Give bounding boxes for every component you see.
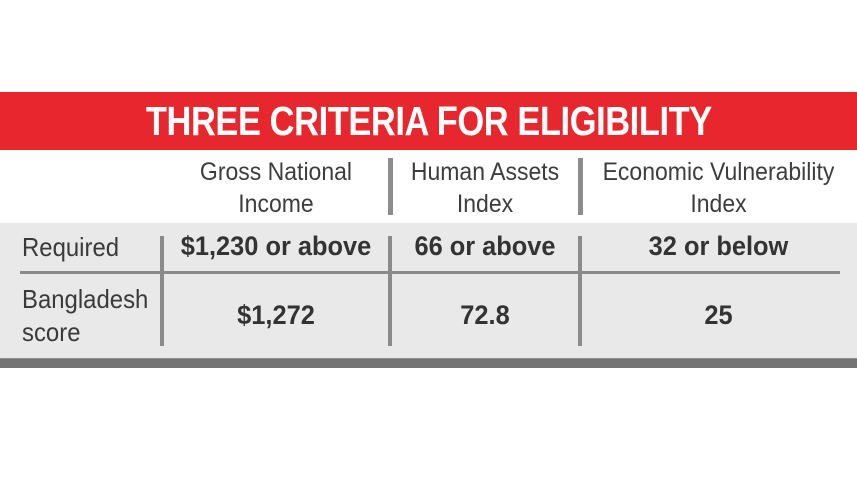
header-line: Human Assets [410, 158, 560, 186]
table-row-bangladesh-score: Bangladesh score $1,272 72.8 25 [0, 274, 857, 358]
column-header-row: Gross National Income Human Assets Index… [0, 150, 857, 223]
row-label-line: score [22, 317, 81, 347]
bottom-border-bar [0, 358, 857, 368]
bangladesh-gni-value: $1,272 [237, 300, 315, 330]
column-divider [388, 236, 392, 346]
bangladesh-hai-value: 72.8 [460, 300, 510, 330]
header-line: Income [238, 190, 314, 218]
header-divider [388, 158, 393, 215]
row-separator-line [20, 271, 840, 274]
column-header-human-assets-index: Human Assets Index [398, 156, 573, 220]
column-header-gross-national-income: Gross National Income [171, 156, 381, 220]
column-divider [160, 236, 164, 346]
page-title: THREE CRITERIA FOR ELIGIBILITY [145, 97, 712, 144]
header-divider [578, 158, 583, 215]
required-gni-value: $1,230 or above [180, 231, 372, 261]
header-line: Index [690, 190, 747, 218]
table-row-required: Required $1,230 or above 66 or above 32 … [0, 223, 857, 271]
row-label-line: Bangladesh [22, 284, 149, 314]
column-divider [578, 236, 582, 346]
data-rows-block: Required $1,230 or above 66 or above 32 … [0, 223, 857, 358]
column-header-economic-vulnerability-index: Economic Vulnerability Index [591, 156, 846, 220]
required-hai-value: 66 or above [414, 231, 556, 261]
row-label-required: Required [22, 232, 120, 262]
header-line: Gross National [199, 158, 353, 186]
bangladesh-evi-value: 25 [704, 300, 733, 330]
header-line: Index [456, 190, 514, 218]
header-line: Economic Vulnerability [602, 158, 835, 186]
required-evi-value: 32 or below [648, 231, 789, 261]
title-band: THREE CRITERIA FOR ELIGIBILITY [0, 92, 857, 150]
row-label-bangladesh-score: Bangladesh score [22, 283, 148, 349]
